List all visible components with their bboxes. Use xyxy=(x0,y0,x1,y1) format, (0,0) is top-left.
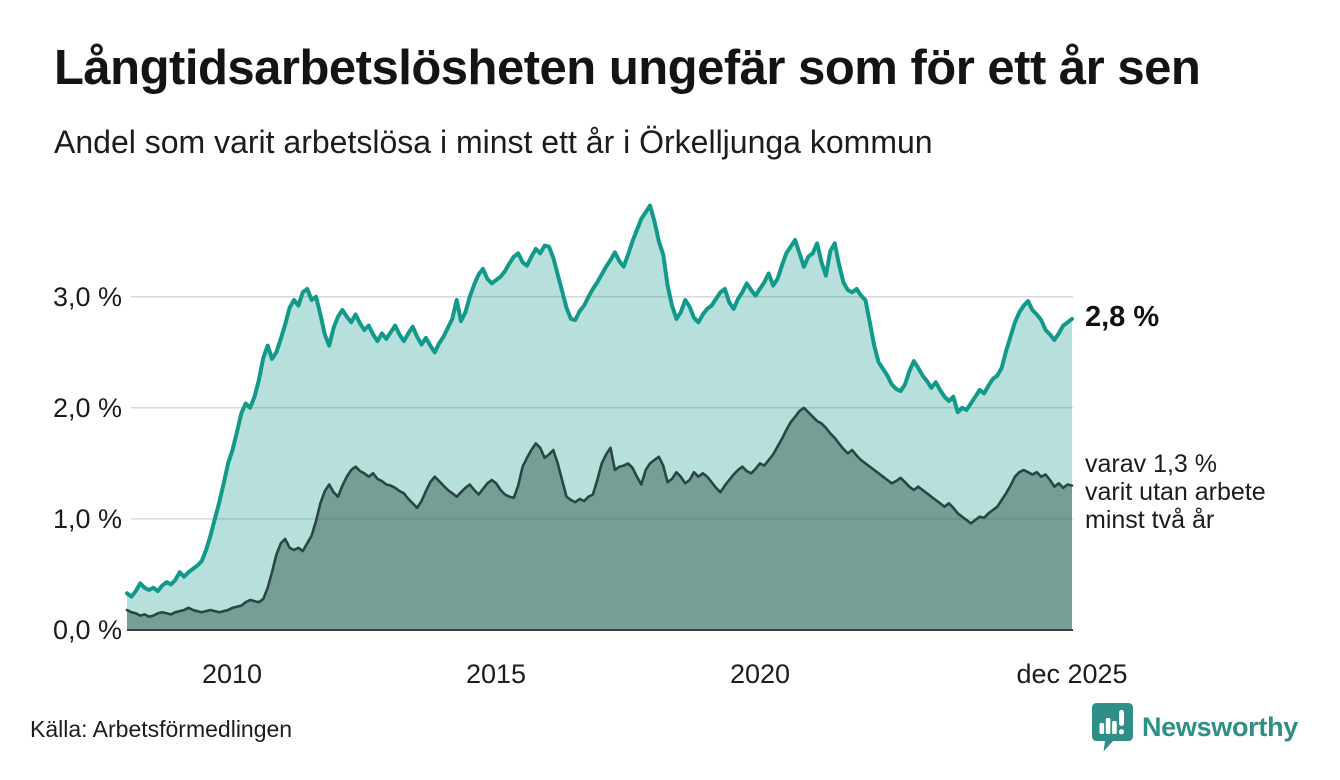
latest-value-label: 2,8 % xyxy=(1085,301,1160,333)
two-year-annotation-line-2: varit utan arbete xyxy=(1085,478,1266,506)
series-two-years-area xyxy=(127,407,1072,630)
two-year-annotation-line-3: minst två år xyxy=(1085,506,1215,534)
series-total-area xyxy=(127,205,1072,630)
newsworthy-logo-icon xyxy=(1091,703,1133,752)
newsworthy-logo-text: Newsworthy xyxy=(1141,712,1298,742)
two-year-annotation: varav 1,3 % varit utan arbete minst två … xyxy=(1085,450,1266,534)
chart-title: Långtidsarbetslösheten ungefär som för e… xyxy=(54,41,1201,95)
series-two-years-line xyxy=(125,406,1074,619)
chart-subtitle: Andel som varit arbetslösa i minst ett å… xyxy=(54,124,933,160)
newsworthy-logo: Newsworthy xyxy=(1091,703,1298,752)
two-year-annotation-line-1: varav 1,3 % xyxy=(1085,450,1218,478)
series-total-line xyxy=(125,203,1074,599)
source-note: Källa: Arbetsförmedlingen xyxy=(30,716,293,742)
